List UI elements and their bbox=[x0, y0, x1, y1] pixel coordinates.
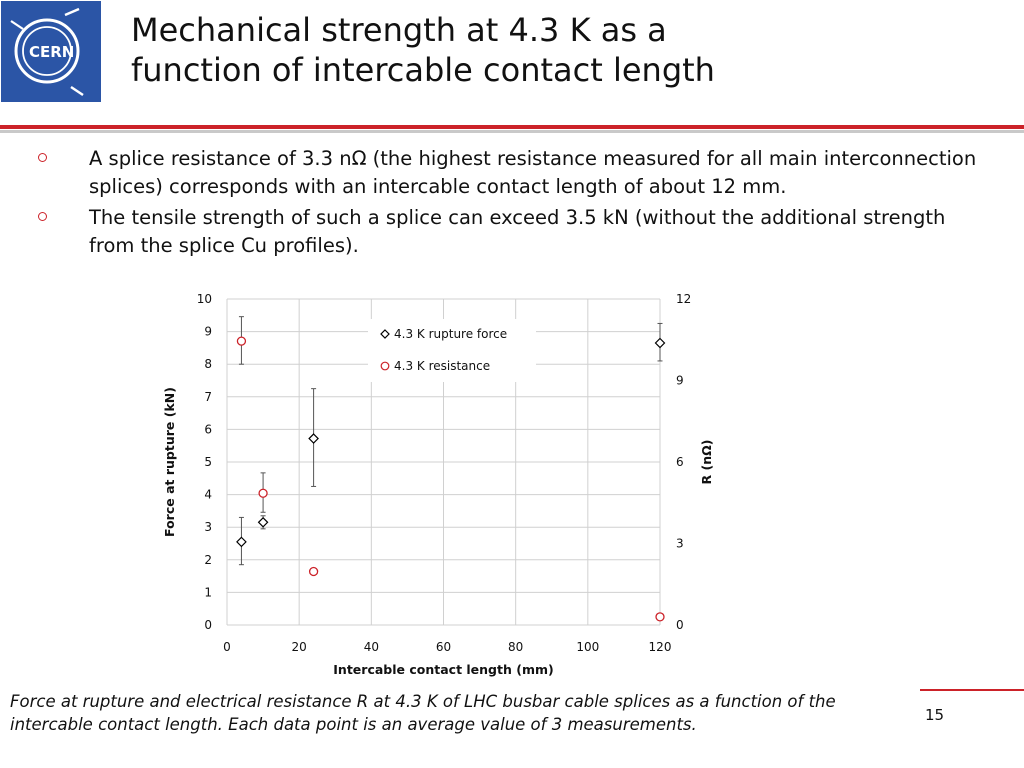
y2-tick-label: 9 bbox=[676, 374, 684, 388]
y-tick-label: 2 bbox=[204, 553, 212, 567]
footer-divider bbox=[920, 689, 1024, 691]
legend-label: 4.3 K rupture force bbox=[394, 327, 507, 341]
y2-tick-label: 6 bbox=[676, 455, 684, 469]
bullet-list: A splice resistance of 3.3 nΩ (the highe… bbox=[36, 145, 996, 263]
x-tick-label: 100 bbox=[576, 640, 599, 654]
bullet-text: A splice resistance of 3.3 nΩ (the highe… bbox=[89, 147, 977, 198]
legend-box bbox=[368, 319, 536, 382]
data-point-resistance bbox=[236, 336, 247, 346]
legend-marker-diamond bbox=[380, 329, 390, 339]
figure-caption: Force at rupture and electrical resistan… bbox=[10, 692, 836, 734]
y-tick-label: 3 bbox=[204, 520, 212, 534]
y2-tick-label: 12 bbox=[676, 292, 691, 306]
y2-axis-title: R (nΩ) bbox=[699, 440, 714, 485]
bullet-item: A splice resistance of 3.3 nΩ (the highe… bbox=[36, 145, 996, 200]
y-tick-label: 0 bbox=[204, 618, 212, 632]
data-point-rupture-force bbox=[308, 433, 319, 444]
y2-tick-label: 0 bbox=[676, 618, 684, 632]
x-tick-label: 40 bbox=[364, 640, 379, 654]
y-tick-label: 10 bbox=[197, 292, 212, 306]
y2-tick-label: 3 bbox=[676, 537, 684, 551]
title-line-1: Mechanical strength at 4.3 K as a bbox=[131, 11, 667, 49]
slide-title: Mechanical strength at 4.3 K as a functi… bbox=[131, 10, 1011, 90]
title-line-2: function of intercable contact length bbox=[131, 51, 715, 89]
legend-label: 4.3 K resistance bbox=[394, 359, 490, 373]
cern-logo-graphic: CERN bbox=[1, 1, 101, 102]
data-point-resistance bbox=[308, 566, 319, 577]
cern-logo-text: CERN bbox=[29, 43, 74, 61]
x-tick-label: 20 bbox=[292, 640, 307, 654]
y-tick-label: 9 bbox=[204, 325, 212, 339]
cern-logo: CERN bbox=[1, 1, 101, 102]
y-tick-label: 7 bbox=[204, 390, 212, 404]
legend-marker-circle bbox=[380, 361, 390, 371]
title-divider-grey bbox=[0, 130, 1024, 133]
bullet-item: The tensile strength of such a splice ca… bbox=[36, 204, 996, 259]
data-point-rupture-force bbox=[654, 337, 666, 349]
bullet-circle-icon bbox=[38, 153, 47, 162]
data-point-resistance bbox=[258, 488, 268, 498]
y-tick-label: 6 bbox=[204, 422, 212, 436]
y-tick-label: 1 bbox=[204, 585, 212, 599]
y-tick-label: 5 bbox=[204, 455, 212, 469]
page-number: 15 bbox=[925, 706, 945, 724]
x-axis-title: Intercable contact length (mm) bbox=[333, 662, 553, 677]
y-tick-label: 8 bbox=[204, 357, 212, 371]
bullet-circle-icon bbox=[38, 212, 47, 221]
title-divider-red bbox=[0, 125, 1024, 129]
bullet-text: The tensile strength of such a splice ca… bbox=[89, 206, 946, 257]
x-tick-label: 120 bbox=[649, 640, 672, 654]
x-tick-label: 60 bbox=[436, 640, 451, 654]
data-point-resistance bbox=[655, 612, 665, 622]
x-tick-label: 0 bbox=[223, 640, 231, 654]
data-point-rupture-force bbox=[236, 536, 247, 548]
data-point-rupture-force bbox=[257, 516, 269, 528]
y-tick-label: 4 bbox=[204, 488, 212, 502]
y-axis-title: Force at rupture (kN) bbox=[162, 387, 177, 537]
x-tick-label: 80 bbox=[508, 640, 523, 654]
